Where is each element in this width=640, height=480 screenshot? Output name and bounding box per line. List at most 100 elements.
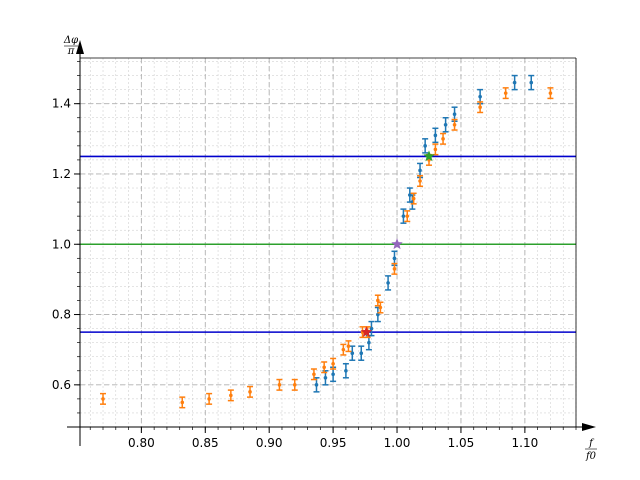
point-marker xyxy=(292,383,297,387)
data-point xyxy=(227,389,234,402)
data-point xyxy=(276,378,283,391)
data-point xyxy=(432,127,439,144)
grid-layer xyxy=(80,58,577,428)
data-point xyxy=(391,262,398,275)
point-marker xyxy=(376,312,380,317)
data-point xyxy=(206,392,213,405)
data-point xyxy=(310,368,317,381)
x-tick-label: 0.95 xyxy=(320,436,347,450)
x-axis-label: f f0 xyxy=(585,438,597,462)
data-point xyxy=(422,138,429,154)
star-marker xyxy=(360,326,373,337)
point-marker xyxy=(229,393,233,398)
point-marker xyxy=(376,298,380,303)
data-point xyxy=(247,385,254,398)
y-tick-label: 1.4 xyxy=(52,97,71,111)
y-tick-label: 1.0 xyxy=(52,237,71,251)
data-point xyxy=(417,162,424,179)
x-tick-label: 0.80 xyxy=(128,436,155,450)
point-marker xyxy=(277,383,282,387)
data-point xyxy=(349,345,356,361)
point-marker xyxy=(331,361,335,366)
highlight-markers xyxy=(360,150,435,337)
point-marker xyxy=(423,144,427,148)
point-marker xyxy=(418,168,422,173)
data-point xyxy=(345,340,352,353)
data-point xyxy=(417,174,424,188)
data-point xyxy=(502,87,509,100)
y-tick-label: 1.2 xyxy=(52,167,71,181)
point-marker xyxy=(441,137,445,141)
point-marker xyxy=(312,372,316,377)
x-axis-label-numerator: f xyxy=(588,438,595,449)
point-marker xyxy=(386,281,390,285)
data-point xyxy=(432,143,439,156)
point-marker xyxy=(180,400,185,405)
point-marker xyxy=(503,91,508,95)
y-axis-label-denominator: π xyxy=(67,46,75,57)
data-point xyxy=(547,87,554,100)
data-point xyxy=(377,301,384,314)
data-point xyxy=(100,392,107,405)
data-point xyxy=(404,210,411,223)
point-marker xyxy=(367,340,371,345)
point-marker xyxy=(331,372,335,377)
point-marker xyxy=(101,397,105,401)
data-point xyxy=(528,74,535,91)
x-tick-label: 1.00 xyxy=(384,436,411,450)
point-marker xyxy=(314,383,319,387)
axes: 0.80 0.85 0.90 0.95 1.00 1.05 1.10 0.6 0.8 1.0 1.2… xyxy=(52,40,596,450)
point-marker xyxy=(512,80,517,85)
data-point xyxy=(359,326,366,339)
x-tick-label: 0.90 xyxy=(256,436,283,450)
point-marker xyxy=(207,397,211,401)
data-point xyxy=(340,343,347,356)
data-point xyxy=(442,116,449,133)
x-tick-label: 1.10 xyxy=(512,436,539,450)
reference-lines xyxy=(80,155,576,333)
point-marker xyxy=(405,214,410,218)
point-marker xyxy=(392,267,397,271)
point-marker xyxy=(433,147,438,152)
point-marker xyxy=(248,390,252,394)
point-marker xyxy=(411,196,416,201)
point-marker xyxy=(401,214,406,218)
point-marker xyxy=(433,133,438,138)
y-axis-arrow xyxy=(76,40,84,54)
data-point xyxy=(179,396,186,409)
data-point xyxy=(400,208,407,224)
data-point xyxy=(385,275,392,291)
data-points xyxy=(100,74,554,409)
point-marker xyxy=(341,347,346,352)
point-marker xyxy=(478,94,482,99)
y-axis-label: Δφ π xyxy=(63,35,78,57)
data-point xyxy=(321,361,328,374)
point-marker xyxy=(350,351,355,356)
point-marker xyxy=(452,112,457,117)
point-marker xyxy=(369,326,374,331)
point-marker xyxy=(392,256,397,261)
x-tick-label: 1.05 xyxy=(448,436,475,450)
point-marker xyxy=(418,179,422,183)
point-marker xyxy=(478,105,482,109)
point-marker xyxy=(346,344,351,348)
point-marker xyxy=(548,91,553,95)
data-point xyxy=(410,192,417,205)
data-point xyxy=(511,74,518,91)
data-point xyxy=(342,362,349,379)
y-tick-label: 0.6 xyxy=(52,378,71,392)
data-point xyxy=(291,378,298,391)
x-axis-arrow xyxy=(582,423,596,431)
plot-frame xyxy=(80,57,577,427)
data-point xyxy=(368,320,375,337)
data-point xyxy=(477,101,484,114)
x-tick-label: 0.85 xyxy=(192,436,219,450)
point-marker xyxy=(378,305,383,310)
point-marker xyxy=(443,122,448,127)
point-marker xyxy=(344,368,348,373)
x-axis-label-denominator: f0 xyxy=(585,451,597,462)
star-marker xyxy=(423,150,435,162)
point-marker xyxy=(322,365,326,370)
data-point xyxy=(358,345,365,361)
